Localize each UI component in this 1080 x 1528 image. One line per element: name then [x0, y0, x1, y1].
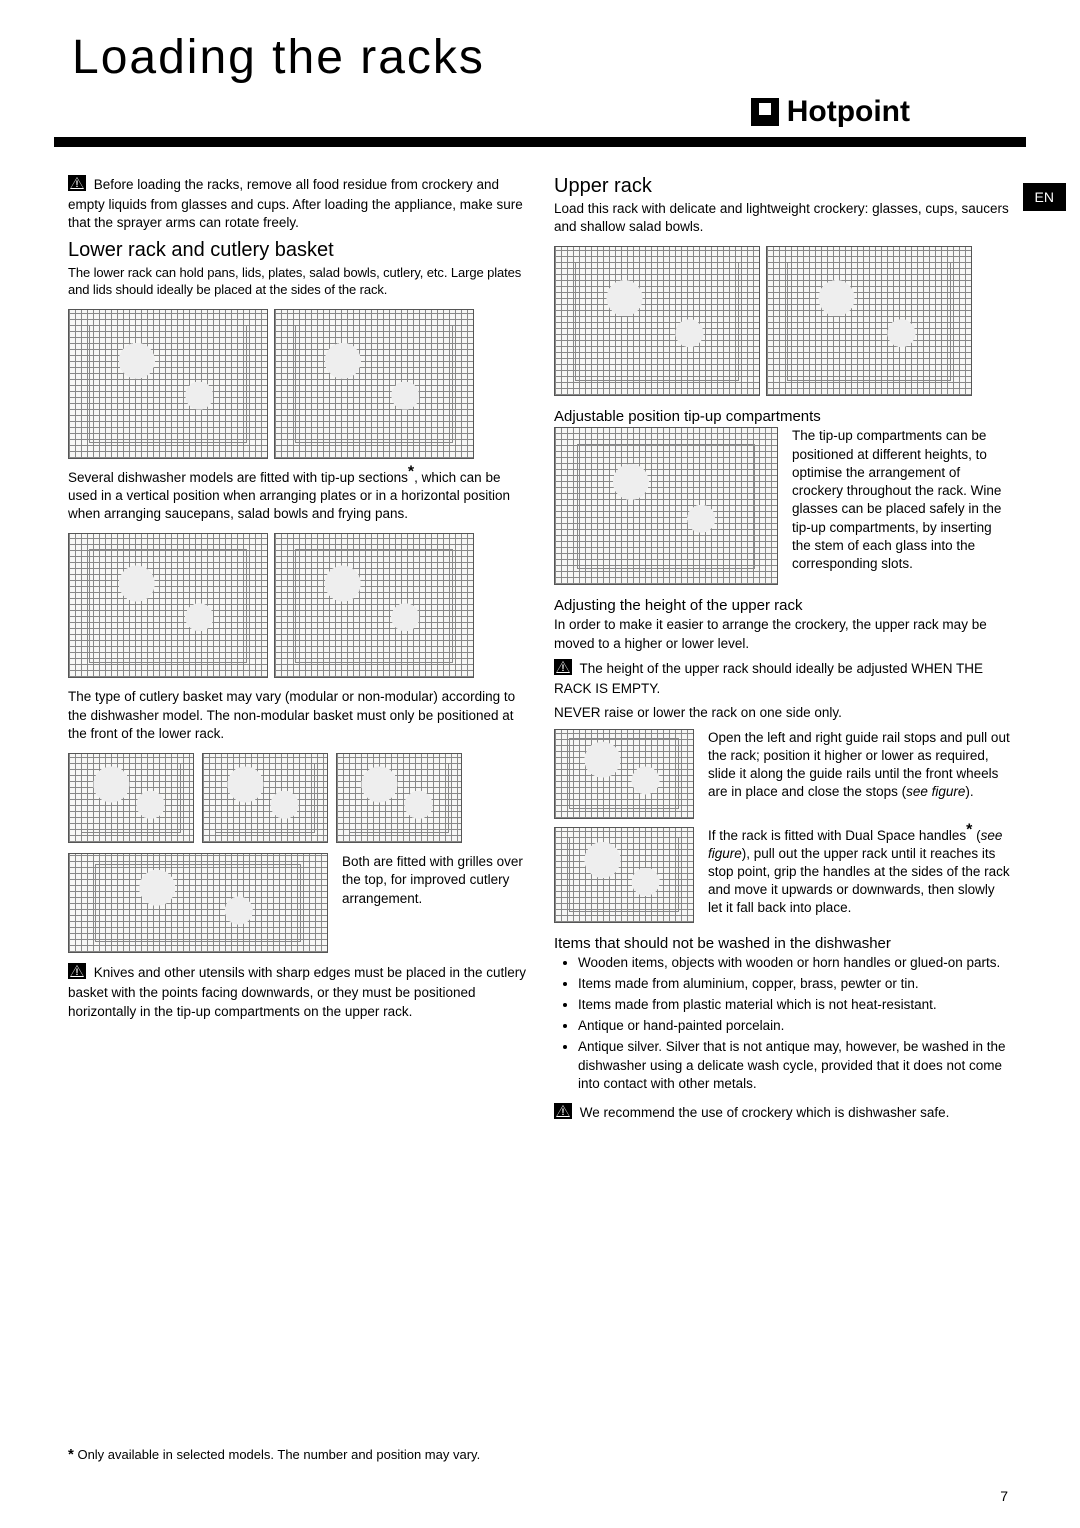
adj-height-heading: Adjusting the height of the upper rack: [554, 597, 1012, 614]
language-tab: EN: [1023, 183, 1066, 211]
adj-pos-heading: Adjustable position tip-up compartments: [554, 408, 1012, 425]
dual-space-row: If the rack is fitted with Dual Space ha…: [554, 827, 1012, 923]
tipup-text-before: Several dishwasher models are fitted wit…: [68, 470, 408, 485]
cutlery-paragraph: The type of cutlery basket may vary (mod…: [68, 688, 526, 743]
items-not-heading: Items that should not be washed in the d…: [554, 935, 1012, 952]
cutlery-figure-2: [202, 753, 328, 843]
lower-rack-heading: Lower rack and cutlery basket: [68, 239, 526, 262]
knives-warning-text: Knives and other utensils with sharp edg…: [68, 965, 526, 1018]
upper-rack-heading: Upper rack: [554, 175, 1012, 198]
guide-rail-figure: [554, 729, 694, 819]
warning-triangle-icon: !: [68, 175, 86, 196]
lower-rack-figure-1: [68, 309, 268, 459]
adj-height-paragraph: In order to make it easier to arrange th…: [554, 616, 1012, 652]
svg-text:!: !: [562, 1107, 565, 1117]
never-paragraph: NEVER raise or lower the rack on one sid…: [554, 704, 1012, 722]
content-columns: ! Before loading the racks, remove all f…: [0, 175, 1080, 1130]
lower-rack-figure-2: [274, 309, 474, 459]
open-guide-after: ).: [965, 784, 973, 799]
cutlery-basket-figure: [68, 853, 328, 953]
see-figure-1: see figure: [906, 784, 965, 799]
tipup-paragraph: Several dishwasher models are fitted wit…: [68, 469, 526, 524]
brand-name: Hotpoint: [787, 95, 910, 129]
guide-rail-row: Open the left and right guide rail stops…: [554, 729, 1012, 819]
height-warning-paragraph: ! The height of the upper rack should id…: [554, 659, 1012, 698]
right-column: EN Upper rack Load this rack with delica…: [554, 175, 1012, 1130]
page-title: Loading the racks: [0, 0, 1080, 95]
dual-space-before: If the rack is fitted with Dual Space ha…: [708, 828, 966, 843]
dual-space-paragraph: If the rack is fitted with Dual Space ha…: [708, 827, 1012, 918]
page-number: 7: [1000, 1488, 1008, 1504]
warning-triangle-icon: !: [554, 659, 572, 680]
brand-logo: Hotpoint: [751, 95, 910, 129]
cutlery-figure-3: [336, 753, 462, 843]
brand-square-icon: [751, 98, 779, 126]
footnote: * Only available in selected models. The…: [68, 1446, 488, 1464]
list-item: Antique silver. Silver that is not antiq…: [578, 1038, 1012, 1093]
lower-rack-paragraph: The lower rack can hold pans, lids, plat…: [68, 264, 526, 299]
cutlery-figure-row-1: [68, 753, 526, 843]
cutlery-figure-1: [68, 753, 194, 843]
svg-text:!: !: [76, 179, 79, 189]
svg-text:!: !: [76, 967, 79, 977]
dual-space-paren-open: (: [972, 828, 980, 843]
upper-rack-figures: [554, 246, 1012, 396]
left-column: ! Before loading the racks, remove all f…: [68, 175, 526, 1130]
warning-triangle-icon: !: [68, 963, 86, 984]
list-item: Items made from aluminium, copper, brass…: [578, 975, 1012, 993]
tipup-figure-1: [68, 533, 268, 678]
cutlery-grilles-row: Both are fitted with grilles over the to…: [68, 853, 526, 953]
intro-warning-text: Before loading the racks, remove all foo…: [68, 177, 523, 230]
adj-pos-paragraph: The tip-up compartments can be positione…: [792, 427, 1012, 573]
knives-warning-paragraph: ! Knives and other utensils with sharp e…: [68, 963, 526, 1021]
grilles-paragraph: Both are fitted with grilles over the to…: [342, 853, 526, 908]
list-item: Wooden items, objects with wooden or hor…: [578, 954, 1012, 972]
dual-space-figure: [554, 827, 694, 923]
tipup-figure-2: [274, 533, 474, 678]
upper-rack-figure-1: [554, 246, 760, 396]
final-warning-text: We recommend the use of crockery which i…: [580, 1105, 950, 1120]
lower-rack-figures: [68, 309, 526, 459]
adj-pos-row: The tip-up compartments can be positione…: [554, 427, 1012, 585]
list-item: Items made from plastic material which i…: [578, 996, 1012, 1014]
tipup-figures: [68, 533, 526, 678]
svg-text:!: !: [562, 663, 565, 673]
height-warning-text: The height of the upper rack should idea…: [554, 661, 983, 696]
final-warning-paragraph: ! We recommend the use of crockery which…: [554, 1103, 1012, 1124]
list-item: Antique or hand-painted porcelain.: [578, 1017, 1012, 1035]
footnote-text: Only available in selected models. The n…: [74, 1447, 480, 1462]
items-not-list: Wooden items, objects with wooden or hor…: [578, 954, 1012, 1094]
brand-bar: Hotpoint: [0, 95, 1080, 129]
upper-rack-paragraph: Load this rack with delicate and lightwe…: [554, 200, 1012, 236]
dual-space-after: ), pull out the upper rack until it reac…: [708, 846, 1010, 916]
upper-rack-figure-2: [766, 246, 972, 396]
open-guide-paragraph: Open the left and right guide rail stops…: [708, 729, 1012, 802]
top-divider: [54, 137, 1026, 147]
adj-pos-figure: [554, 427, 778, 585]
warning-triangle-icon: !: [554, 1103, 572, 1124]
intro-warning-paragraph: ! Before loading the racks, remove all f…: [68, 175, 526, 233]
